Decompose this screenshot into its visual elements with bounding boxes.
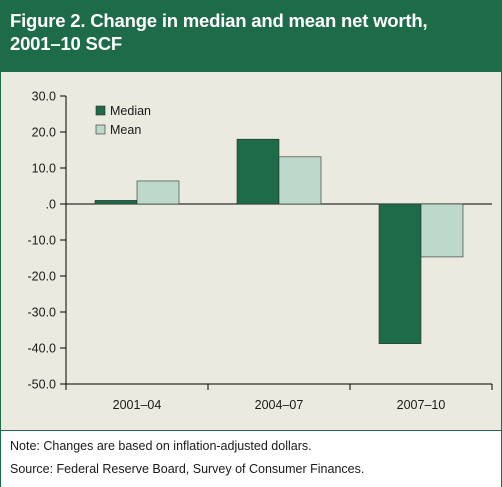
x-tick-label: 2004–07 bbox=[255, 398, 304, 412]
source-text: Source: Federal Reserve Board, Survey of… bbox=[10, 462, 365, 476]
y-tick-label: 20.0 bbox=[32, 126, 56, 140]
y-tick-label: -50.0 bbox=[28, 378, 57, 392]
bar-median bbox=[236, 138, 280, 205]
bar-median bbox=[94, 200, 138, 205]
y-tick-label: -30.0 bbox=[28, 306, 57, 320]
x-tick-label: 2007–10 bbox=[397, 398, 446, 412]
y-tick-label: -40.0 bbox=[28, 342, 57, 356]
legend-label-mean: Mean bbox=[110, 123, 141, 137]
chart-title: Figure 2. Change in median and mean net … bbox=[10, 9, 490, 55]
notes-area: Note: Changes are based on inflation-adj… bbox=[1, 430, 501, 487]
chart-title-line-1: Figure 2. Change in median and mean net … bbox=[10, 10, 428, 31]
bar-median bbox=[378, 203, 422, 344]
y-tick-label: 30.0 bbox=[32, 90, 56, 104]
legend-label-median: Median bbox=[110, 104, 151, 118]
figure-header: Figure 2. Change in median and mean net … bbox=[1, 1, 501, 72]
y-tick-label: .0 bbox=[46, 198, 56, 212]
bar-mean bbox=[136, 180, 180, 205]
y-tick-label: -10.0 bbox=[28, 234, 57, 248]
note-text: Note: Changes are based on inflation-adj… bbox=[10, 439, 312, 453]
bar-mean bbox=[278, 156, 322, 205]
bar-mean bbox=[420, 203, 464, 258]
x-tick-label: 2001–04 bbox=[113, 398, 162, 412]
legend-swatch-median bbox=[95, 105, 106, 116]
legend-swatch-mean bbox=[95, 124, 106, 135]
y-tick-label: -20.0 bbox=[28, 270, 57, 284]
y-tick-label: 10.0 bbox=[32, 162, 56, 176]
chart-title-line-2: 2001–10 SCF bbox=[10, 33, 122, 54]
